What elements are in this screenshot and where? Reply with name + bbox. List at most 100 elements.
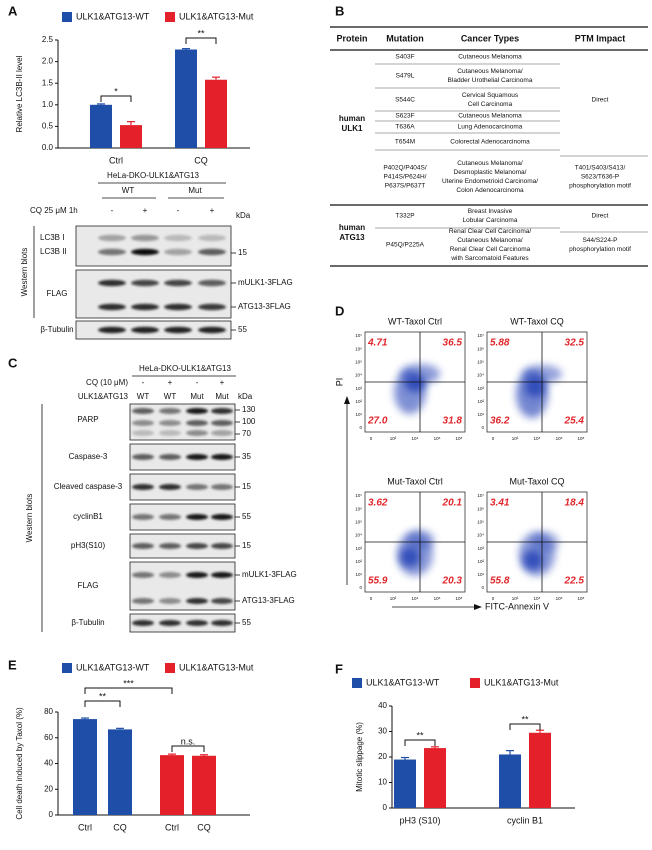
significance-bracket <box>404 739 436 746</box>
blot-label: LC3B II <box>40 247 67 256</box>
table-cell: Direct <box>592 213 609 220</box>
band <box>159 454 181 460</box>
table-cell: S623F <box>395 113 414 120</box>
flow-y-tick: 10⁴ <box>355 533 362 538</box>
flow-x-tick: 10⁸ <box>578 436 585 441</box>
band <box>159 430 181 436</box>
table-cell: Desmoplastic Melanoma/ <box>454 169 527 176</box>
table-cell: Renal Clear Cell Carcinoma/ <box>449 228 532 235</box>
y-tick-label: 40 <box>44 759 53 768</box>
quadrant-value: 25.4 <box>564 416 585 427</box>
blot-label: β-Tubulin <box>40 325 73 334</box>
y-tick-label: 80 <box>44 707 53 716</box>
error-bar <box>168 753 176 756</box>
y-tick-label: 0 <box>383 803 388 812</box>
flow-y-tick: 10⁶ <box>355 506 362 511</box>
band <box>132 420 154 426</box>
side-label: Western blots <box>20 248 29 297</box>
blot-label: LC3B I <box>40 233 64 242</box>
significance-bracket <box>84 700 121 707</box>
marker-label: 130 <box>242 405 256 414</box>
flow-y-tick: 10² <box>477 399 484 404</box>
error-bar <box>200 754 208 756</box>
side-label: Western blots <box>25 494 34 543</box>
band <box>164 248 192 256</box>
band <box>131 326 159 334</box>
legend-label: ULK1&ATG13-Mut <box>179 11 254 21</box>
band <box>186 543 208 549</box>
significance-label: ** <box>197 28 205 38</box>
table-cell: Cutaneous Melanoma <box>458 54 522 61</box>
band <box>211 420 233 426</box>
y-tick-label: 40 <box>378 701 387 710</box>
flow-x-tick: 10⁸ <box>578 596 585 601</box>
treatment-sign: + <box>220 378 225 387</box>
density-blob <box>405 376 425 392</box>
genotype: WT <box>164 392 177 401</box>
y-tick-label: 30 <box>378 727 387 736</box>
error-bar <box>431 746 439 749</box>
panel-label: B <box>335 3 344 18</box>
y-tick-label: 0.0 <box>42 143 54 152</box>
marker-label: mULK1-3FLAG <box>238 278 293 287</box>
band <box>132 484 154 490</box>
bar <box>424 748 446 808</box>
band <box>131 279 159 287</box>
blot-box <box>75 269 232 319</box>
blot-label: PARP <box>77 415 98 424</box>
band <box>98 303 126 311</box>
band <box>159 598 181 604</box>
flow-x-tick: 10⁶ <box>556 436 563 441</box>
band <box>186 408 208 414</box>
flow-y-tick: 10⁴ <box>355 373 362 378</box>
error-bar <box>127 121 135 126</box>
band <box>198 303 226 311</box>
marker-label: 35 <box>242 452 251 461</box>
quadrant-value: 4.71 <box>367 338 388 349</box>
significance-label: n.s. <box>181 736 196 746</box>
flow-y-tick: 0 <box>481 585 484 590</box>
table-cell: Cervical Squamous <box>462 92 519 99</box>
blot-label: FLAG <box>78 581 99 590</box>
flow-y-tick: 10⁴ <box>477 533 484 538</box>
legend-swatch <box>352 678 362 688</box>
legend-swatch <box>470 678 480 688</box>
flow-x-tick: 10⁶ <box>434 596 441 601</box>
density-blob <box>394 370 426 414</box>
marker-label: 70 <box>242 429 251 438</box>
band <box>98 248 126 256</box>
x-tick-label: cyclin B1 <box>507 815 543 825</box>
band <box>211 430 233 436</box>
marker-label: 15 <box>242 541 251 550</box>
quadrant-value: 20.1 <box>442 498 463 509</box>
table-cell: P45Q/P225A <box>386 242 425 249</box>
plot-title: WT-Taxol CQ <box>510 316 564 326</box>
table-header: PTM Impact <box>575 33 626 43</box>
band <box>186 572 208 578</box>
blot-label: Cleaved caspase-3 <box>54 482 123 491</box>
flow-y-tick: 10⁷ <box>355 333 362 338</box>
table-header: Mutation <box>386 33 424 43</box>
flow-x-tick: 10² <box>512 436 519 441</box>
table-cell: S403F <box>395 54 414 61</box>
flow-y-tick: 10⁵ <box>355 359 362 364</box>
bar <box>160 755 184 815</box>
panel-label: C <box>8 355 18 370</box>
marker-label: 15 <box>242 482 251 491</box>
significance-label: ** <box>99 691 107 701</box>
table-cell: phosphorylation motif <box>569 246 631 253</box>
y-tick-label: 2.5 <box>42 35 54 44</box>
legend-label: ULK1&ATG13-Mut <box>484 677 559 687</box>
flow-x-tick: 0 <box>370 436 373 441</box>
table-cell: Lung Adenocarcinoma <box>458 124 523 131</box>
band <box>132 454 154 460</box>
marker-label: 55 <box>242 618 251 627</box>
table-cell: T636A <box>395 124 415 131</box>
genotype-label: ULK1&ATG13 <box>78 392 129 401</box>
table-cell: T332P <box>395 213 414 220</box>
quadrant-value: 22.5 <box>564 576 585 587</box>
x-tick-label: Ctrl <box>165 822 179 832</box>
blot-box <box>75 225 232 267</box>
blot-label: Caspase-3 <box>69 452 108 461</box>
arrow-head <box>474 604 482 610</box>
